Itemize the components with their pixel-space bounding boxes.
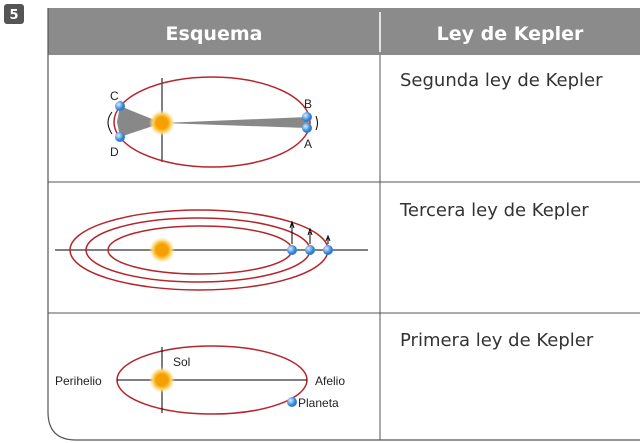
planet [287,397,297,407]
planet [305,245,315,255]
table-header [48,8,640,55]
label: A [304,137,312,151]
third-law-diagram [55,209,368,291]
planet [323,245,333,255]
header-law: Ley de Kepler [437,23,584,45]
arrow [289,220,295,244]
table-border [47,8,640,441]
sun [149,237,175,263]
number: 5 [9,8,18,23]
sun [149,367,175,393]
planet [115,132,125,142]
number-badge [4,4,24,24]
law: Primera ley de Kepler [400,330,594,351]
arrow [315,115,318,131]
label: Sol [173,355,190,369]
label: B [304,97,312,111]
area [117,106,162,137]
law: Tercera ley de Kepler [399,200,589,221]
area [162,117,309,128]
law: Segunda ley de Kepler [400,70,603,91]
orbit [113,76,311,168]
planet [302,112,312,122]
arrow [325,234,331,244]
planet [115,101,125,111]
second-law-diagram: C D B A [107,76,318,168]
arrow [107,111,113,135]
planet [302,123,312,133]
label: D [110,145,119,159]
label: Planeta [298,396,339,410]
label: Perihelio [55,374,102,388]
label: C [110,89,119,103]
header-scheme: Esquema [166,23,263,45]
arrow [307,227,313,244]
planet [287,245,297,255]
label: Afelio [315,374,345,388]
first-law-diagram: Sol Perihelio Afelio Planeta [55,345,345,415]
sun [149,110,175,136]
